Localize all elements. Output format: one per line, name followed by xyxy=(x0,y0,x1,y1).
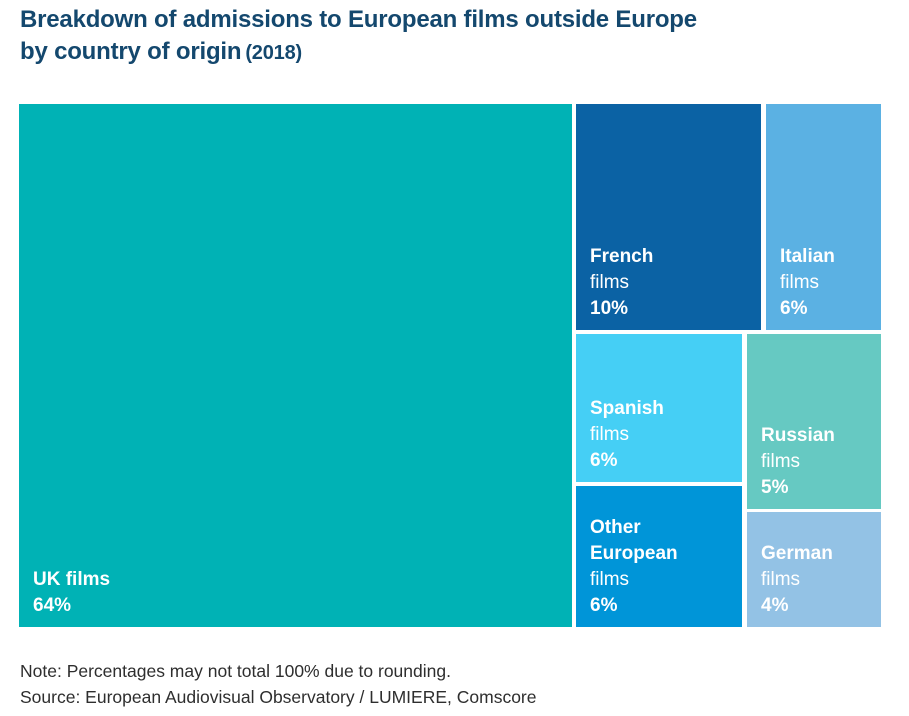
treemap-cell-label-uk: UK films 64% xyxy=(33,567,110,619)
treemap-cell-label-german: German films 4% xyxy=(761,541,833,619)
title-line-2: by country of origin xyxy=(20,38,242,65)
title-year: (2018) xyxy=(245,42,302,64)
cell-country-name: German xyxy=(761,543,833,564)
treemap-cell-german: German films 4% xyxy=(747,512,881,627)
cell-films-word: films xyxy=(761,451,801,472)
footnotes: Note: Percentages may not total 100% due… xyxy=(20,658,536,710)
cell-country-name: French xyxy=(590,246,654,267)
cell-percent-value: 5% xyxy=(761,477,789,498)
cell-percent-value: 6% xyxy=(780,298,808,319)
cell-percent-value: 6% xyxy=(590,450,618,471)
cell-country-name: Russian xyxy=(761,425,835,446)
title-line-1: Breakdown of admissions to European film… xyxy=(20,6,697,33)
page-title: Breakdown of admissions to European film… xyxy=(20,4,697,69)
rounding-note: Note: Percentages may not total 100% due… xyxy=(20,661,451,681)
cell-percent-value: 6% xyxy=(590,595,618,616)
treemap-cell-italian: Italian films 6% xyxy=(766,104,881,330)
treemap-chart: UK films 64% French films 10% Italian films 6% S… xyxy=(19,104,881,627)
source-note: Source: European Audiovisual Observatory… xyxy=(20,687,537,707)
treemap-cell-spanish: Spanish films 6% xyxy=(576,334,742,482)
treemap-cell-other-european: Other European films 6% xyxy=(576,486,742,627)
cell-percent-value: 64% xyxy=(33,595,72,616)
treemap-cell-uk: UK films 64% xyxy=(19,104,572,627)
cell-films-word: films xyxy=(761,569,801,590)
cell-films-word: films xyxy=(780,272,820,293)
treemap-cell-label-russian: Russian films 5% xyxy=(761,423,835,501)
cell-films-word: films xyxy=(590,569,630,590)
cell-country-name: European xyxy=(590,543,678,564)
cell-country-name: Spanish xyxy=(590,398,664,419)
treemap-cell-label-italian: Italian films 6% xyxy=(780,244,835,322)
cell-films-word: films xyxy=(590,424,630,445)
cell-films-word: films xyxy=(590,272,630,293)
treemap-cell-russian: Russian films 5% xyxy=(747,334,881,509)
cell-country-name: Italian xyxy=(780,246,835,267)
cell-percent-value: 10% xyxy=(590,298,629,319)
cell-country-name: UK films xyxy=(33,569,111,590)
treemap-cell-label-french: French films 10% xyxy=(590,244,653,322)
treemap-cell-french: French films 10% xyxy=(576,104,761,330)
cell-country-name: Other xyxy=(590,517,641,538)
treemap-cell-label-other-european: Other European films 6% xyxy=(590,515,678,619)
treemap-cell-label-spanish: Spanish films 6% xyxy=(590,396,664,474)
cell-percent-value: 4% xyxy=(761,595,789,616)
